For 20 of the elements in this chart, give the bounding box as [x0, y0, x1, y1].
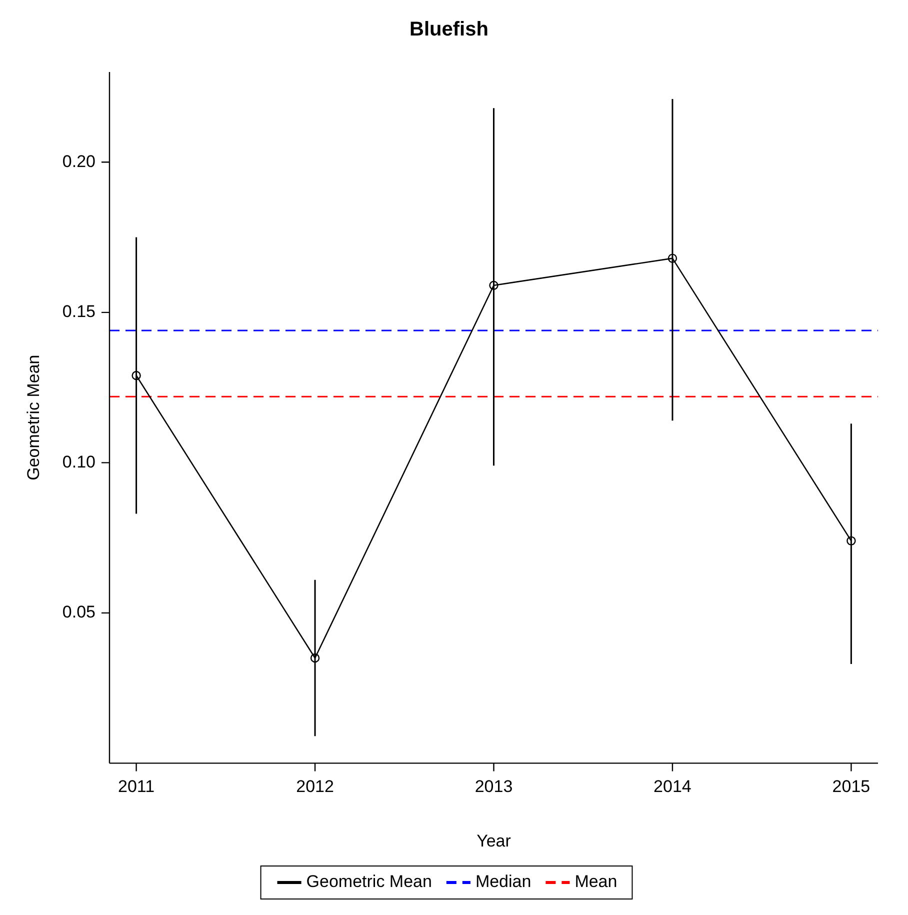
chart-title: Bluefish	[410, 18, 488, 41]
point	[668, 254, 678, 263]
point	[310, 653, 320, 663]
x-tick-label: 2014	[654, 777, 692, 796]
point	[846, 536, 856, 546]
y-axis-title: Geometric Mean	[24, 354, 43, 480]
x-tick-label: 2012	[296, 777, 334, 796]
legend-label: Geometric Mean	[306, 872, 432, 892]
x-axis-title: Year	[476, 831, 512, 850]
x-tick-label: 2013	[474, 777, 513, 796]
y-tick-label: 0.05	[62, 602, 96, 622]
point	[132, 370, 141, 380]
y-tick-label: 0.20	[62, 152, 96, 171]
legend-label: Median	[475, 872, 532, 892]
legend-label: Mean	[574, 872, 618, 892]
y-tick-label: 0.15	[62, 302, 96, 322]
y-tick-label: 0.10	[62, 452, 96, 472]
point	[489, 280, 498, 290]
x-tick-label: 2015	[832, 777, 870, 796]
x-tick-label: 2011	[118, 777, 155, 796]
